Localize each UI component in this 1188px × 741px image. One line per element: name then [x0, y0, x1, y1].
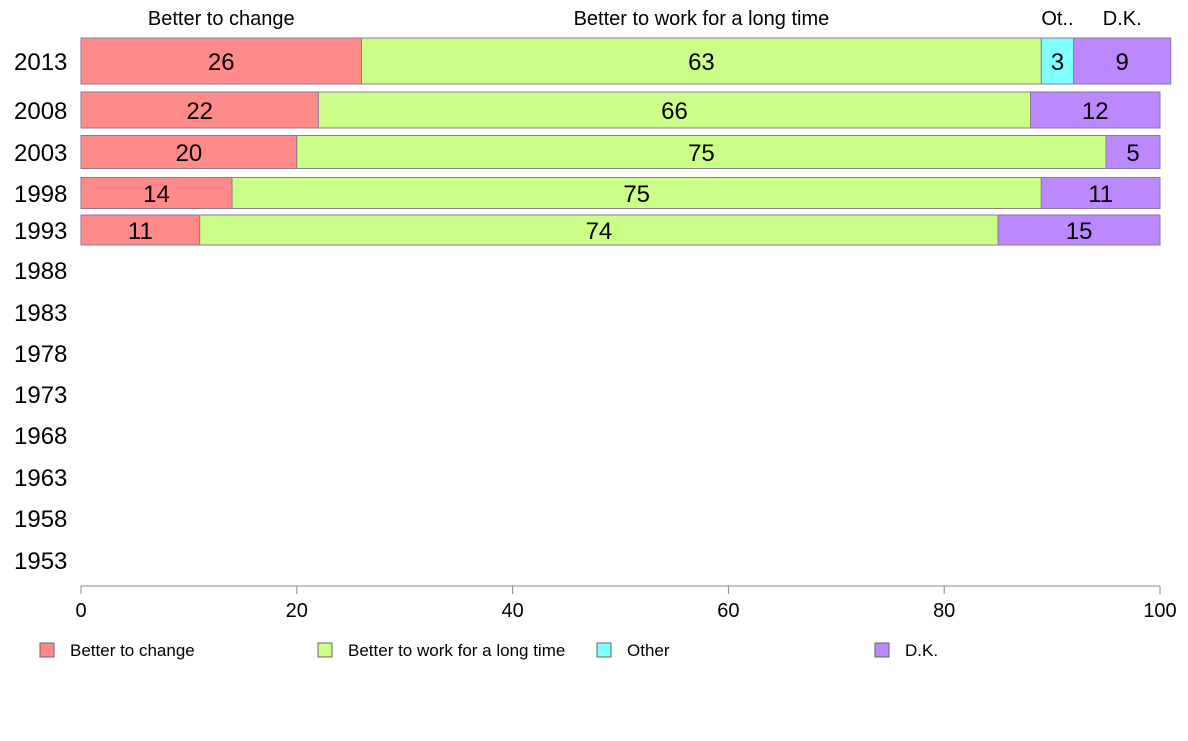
data-label-2003-series-1: 75 [688, 140, 715, 167]
data-label-2013-series-2: 3 [1051, 49, 1064, 76]
y-tick-label-2008: 2008 [14, 98, 67, 125]
data-label-2008-series-1: 66 [661, 98, 688, 125]
y-tick-label-1958: 1958 [14, 506, 67, 533]
legend: Better to change Better to work for a lon… [39, 641, 938, 660]
y-tick-label-1993: 1993 [14, 218, 67, 245]
legend-swatch-0 [39, 642, 55, 658]
top-label-0: Better to change [148, 8, 295, 30]
bar-2013-series-0 [80, 37, 363, 85]
y-tick-label-1968: 1968 [14, 423, 67, 450]
bar-2003-series-0 [80, 135, 298, 169]
y-tick-label-1978: 1978 [14, 341, 67, 368]
x-tick-label-0: 0 [75, 600, 86, 622]
y-tick-label-1963: 1963 [14, 465, 67, 492]
bar-1998-series-1 [231, 177, 1042, 209]
legend-label-1: Better to work for a long time [348, 641, 565, 660]
legend-label-2: Other [627, 641, 670, 660]
data-label-2003-series-3: 5 [1126, 140, 1139, 167]
bar-2013-series-2 [1040, 37, 1075, 85]
data-label-1993-series-0: 11 [128, 218, 153, 245]
bar-2008-series-3 [1030, 91, 1161, 129]
top-label-3: D.K. [1103, 8, 1142, 30]
bars: 26 63 3 9 22 66 12 20 75 5 14 75 11 11 74 15 [80, 37, 1172, 246]
top-label-1: Better to work for a long time [574, 8, 830, 30]
data-label-2008-series-0: 22 [186, 98, 213, 125]
top-label-2: Ot.. [1041, 8, 1073, 30]
data-label-2008-series-3: 12 [1082, 98, 1109, 125]
y-tick-label-1998: 1998 [14, 181, 67, 208]
y-tick-label-2003: 2003 [14, 140, 67, 167]
data-label-1998-series-3: 11 [1088, 181, 1113, 208]
bar-1998-series-3 [1040, 177, 1161, 209]
bar-1993-series-3 [997, 214, 1161, 246]
bar-2013-series-1 [361, 37, 1042, 85]
bar-2008-series-0 [80, 91, 319, 129]
data-label-1998-series-1: 75 [623, 181, 650, 208]
x-tick-label-20: 20 [286, 600, 308, 622]
data-label-2003-series-0: 20 [176, 140, 203, 167]
legend-label-3: D.K. [905, 641, 938, 660]
y-tick-label-1983: 1983 [14, 300, 67, 327]
bar-1993-series-0 [80, 214, 201, 246]
y-tick-label-1988: 1988 [14, 258, 67, 285]
x-tick-label-100: 100 [1143, 600, 1176, 622]
data-label-2013-series-1: 63 [688, 49, 715, 76]
legend-swatch-1 [317, 642, 333, 658]
x-axis: 0 20 40 60 80 100 [75, 585, 1177, 622]
bar-2008-series-1 [317, 91, 1032, 129]
y-axis-labels: 2013 2008 2003 1998 1993 1988 1983 1978 1973 1968… [14, 49, 67, 575]
legend-swatch-3 [874, 642, 890, 658]
data-label-1993-series-1: 74 [586, 218, 613, 245]
top-category-labels: Better to change Better to work for a lon… [148, 8, 1142, 30]
data-label-2013-series-3: 9 [1116, 49, 1129, 76]
bar-2003-series-3 [1105, 135, 1161, 169]
data-label-1993-series-3: 15 [1066, 218, 1093, 245]
y-tick-label-1953: 1953 [14, 548, 67, 575]
data-label-1998-series-0: 14 [143, 181, 170, 208]
data-label-2013-series-0: 26 [208, 49, 235, 76]
bar-2003-series-1 [296, 135, 1107, 169]
legend-swatch-2 [596, 642, 612, 658]
x-tick-label-80: 80 [933, 600, 955, 622]
legend-label-0: Better to change [70, 641, 195, 660]
x-tick-label-40: 40 [501, 600, 523, 622]
bar-2013-series-3 [1073, 37, 1172, 85]
y-tick-label-2013: 2013 [14, 49, 67, 76]
x-tick-label-60: 60 [717, 600, 739, 622]
y-tick-label-1973: 1973 [14, 382, 67, 409]
